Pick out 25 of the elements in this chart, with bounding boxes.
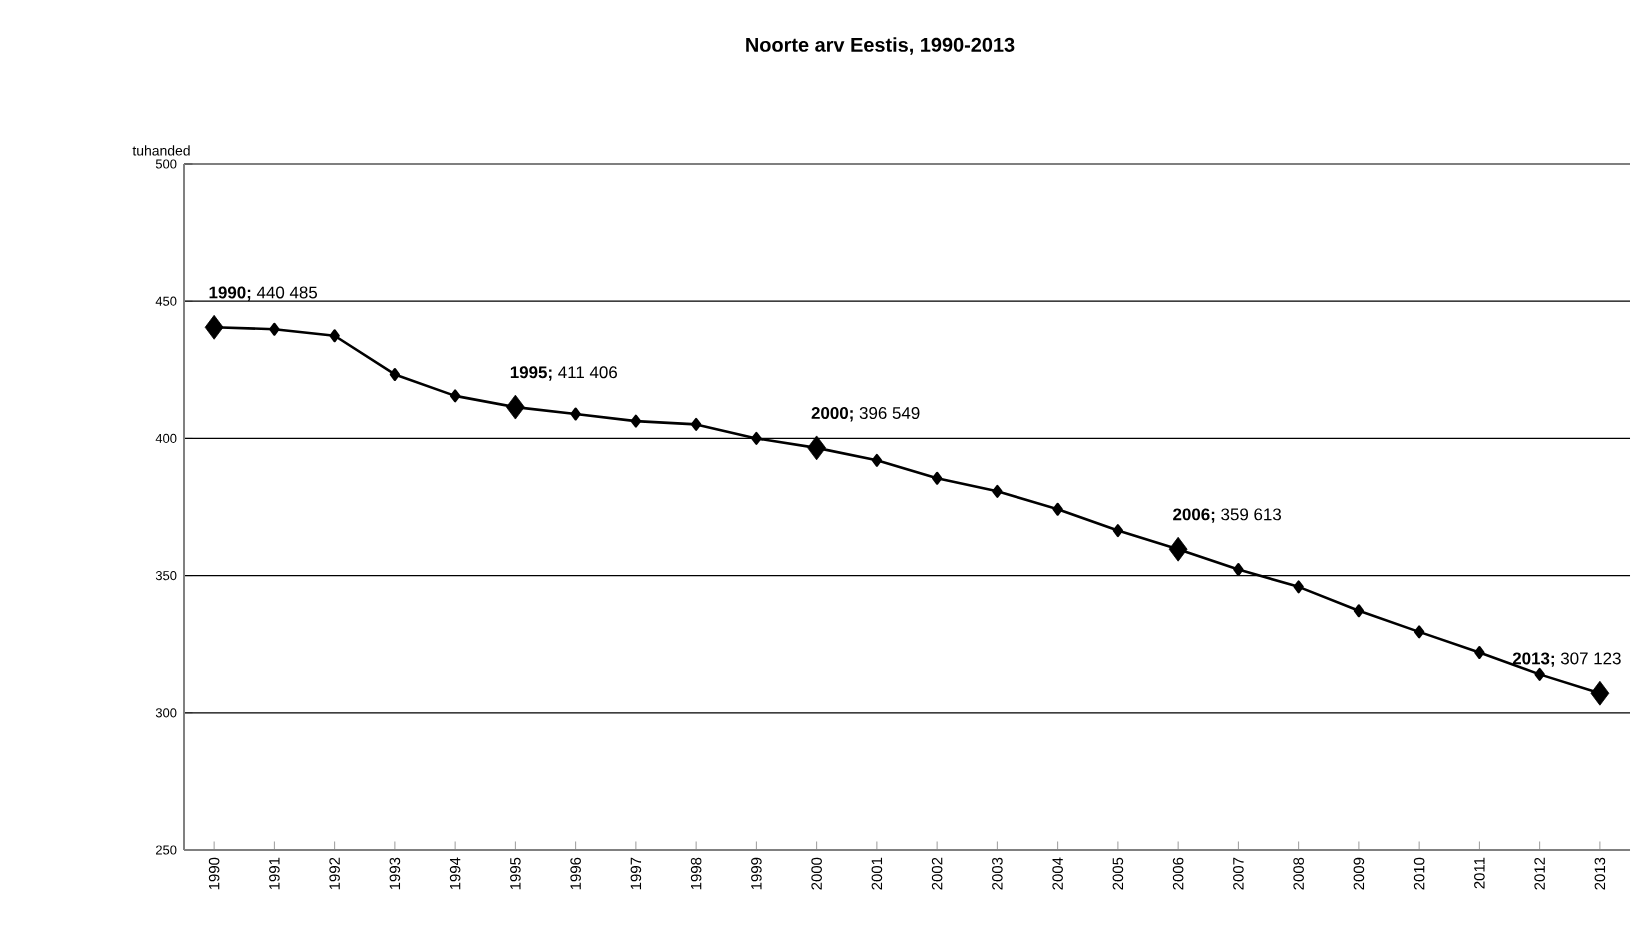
- point: [1233, 563, 1244, 577]
- point: [931, 471, 943, 485]
- point: [630, 414, 642, 428]
- point: [1534, 667, 1545, 681]
- point: [1052, 502, 1063, 516]
- chart-title: Noorte arv Eestis, 1990-2013: [746, 37, 1015, 55]
- point: [1293, 580, 1304, 594]
- point: [570, 407, 581, 421]
- point: [389, 367, 401, 381]
- annotation: 2000; 396 549: [811, 407, 920, 422]
- point: [269, 322, 280, 336]
- point: [1112, 524, 1124, 538]
- point: [690, 417, 702, 431]
- point: [329, 329, 340, 343]
- point: [1413, 625, 1425, 639]
- annotation: 2013; 307 123: [1512, 652, 1621, 667]
- point: [871, 453, 883, 467]
- point: [992, 484, 1003, 498]
- point: [1353, 604, 1365, 618]
- annotation: 1990; 440 485: [209, 286, 318, 301]
- point: [1474, 645, 1485, 659]
- annotation: 2006; 359 613: [1173, 508, 1282, 523]
- annotation: 1995; 411 406: [510, 366, 617, 381]
- point: [449, 389, 461, 403]
- point: [751, 431, 762, 445]
